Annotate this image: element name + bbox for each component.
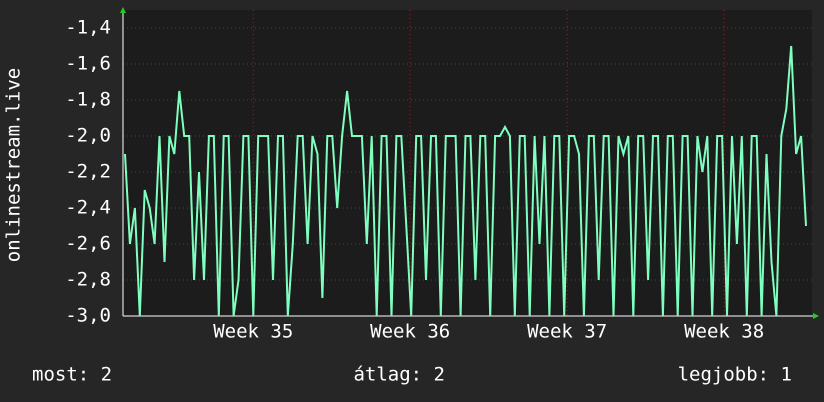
footer-average: átlag: 2 <box>353 364 445 386</box>
y-tick-label: -2,4 <box>65 197 111 219</box>
x-tick-label: Week 38 <box>684 321 764 343</box>
data-line <box>124 45 807 317</box>
y-axis-arrow <box>120 7 126 13</box>
x-axis-arrow <box>813 313 819 319</box>
y-tick-label: -2,6 <box>65 233 111 255</box>
x-tick-label: Week 37 <box>527 321 607 343</box>
y-tick-label: -1,6 <box>65 53 111 75</box>
y-tick-label: -3,0 <box>65 305 111 327</box>
y-tick-label: -1,4 <box>65 17 111 39</box>
footer-current: most: 2 <box>32 364 112 386</box>
footer-best: legjobb: 1 <box>678 364 792 386</box>
y-tick-label: -2,8 <box>65 269 111 291</box>
x-tick-label: Week 36 <box>370 321 450 343</box>
y-tick-label: -2,0 <box>65 125 111 147</box>
x-tick-label: Week 35 <box>213 321 293 343</box>
y-axis-label: onlinestream.live <box>3 68 25 262</box>
y-tick-label: -1,8 <box>65 89 111 111</box>
y-tick-label: -2,2 <box>65 161 111 183</box>
